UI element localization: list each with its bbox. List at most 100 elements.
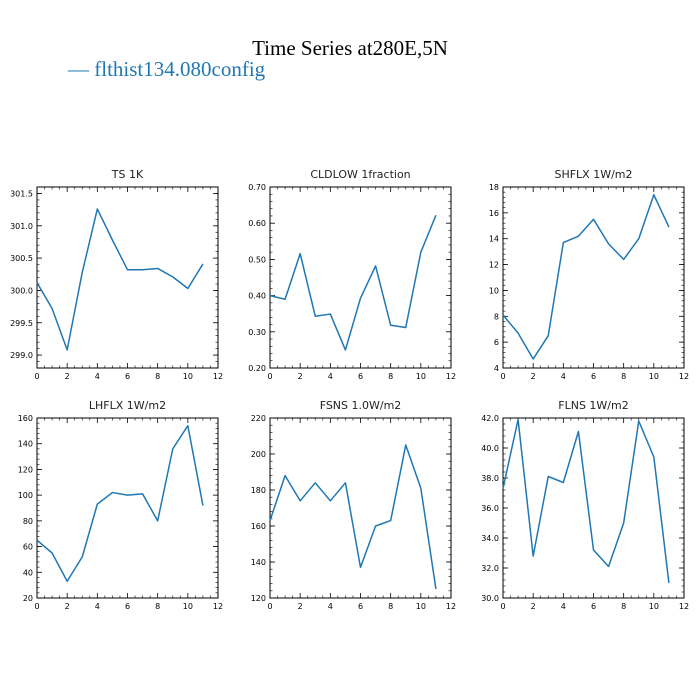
y-tick-label: 4	[494, 364, 499, 373]
panel-title: LHFLX 1W/m2	[89, 399, 166, 412]
y-tick-label: 120	[18, 465, 33, 474]
x-tick-label: 10	[416, 602, 426, 611]
y-tick-label: 34.0	[481, 534, 499, 543]
panel-5: FSNS 1.0W/m2 0 2 4 6 8 10 12 120 140 160 180 200 220	[251, 399, 456, 611]
x-tick-label: 12	[679, 602, 689, 611]
y-tick-label: 8	[494, 312, 499, 321]
y-tick-label: 18	[489, 183, 499, 192]
panel-1: TS 1K 0 2 4 6 8 10 12 299.0 299.5 300.0 300.5 301.0 3…	[10, 168, 223, 381]
y-tick-label: 12	[489, 261, 499, 270]
x-tick-label: 12	[213, 372, 223, 381]
x-tick-label: 8	[621, 602, 626, 611]
y-tick-label: 6	[494, 338, 499, 347]
x-tick-label: 8	[388, 372, 393, 381]
series-line	[36, 424, 204, 583]
series-line	[269, 444, 437, 590]
panel-title: CLDLOW 1fraction	[310, 168, 410, 181]
x-tick-label: 10	[183, 602, 193, 611]
panel-title: SHFLX 1W/m2	[554, 168, 632, 181]
plot-frame	[269, 186, 452, 369]
y-tick-label: 301.5	[10, 189, 33, 198]
x-tick-label: 4	[95, 372, 100, 381]
y-tick-label: 10	[489, 286, 499, 295]
x-tick-label: 2	[531, 602, 536, 611]
y-tick-label: 299.5	[10, 319, 33, 328]
x-tick-label: 0	[267, 602, 272, 611]
y-tick-label: 0.30	[248, 328, 266, 337]
y-tick-label: 0.50	[248, 255, 266, 264]
y-tick-label: 140	[251, 558, 266, 567]
panel-title: FSNS 1.0W/m2	[320, 399, 402, 412]
x-tick-label: 10	[416, 372, 426, 381]
x-tick-label: 0	[500, 602, 505, 611]
y-tick-label: 36.0	[481, 504, 499, 513]
x-tick-label: 4	[328, 372, 333, 381]
y-tick-label: 100	[18, 491, 33, 500]
chart-title: Time Series at280E,5N	[252, 36, 448, 60]
y-tick-label: 180	[251, 486, 266, 495]
y-tick-label: 140	[18, 440, 33, 449]
y-tick-label: 38.0	[481, 474, 499, 483]
y-tick-label: 301.0	[10, 222, 33, 231]
x-tick-label: 12	[446, 602, 456, 611]
series-line	[502, 418, 670, 584]
panel-2: CLDLOW 1fraction 0 2 4 6 8 10 12 0.20 0.30 0.40 0.5…	[248, 168, 456, 381]
x-tick-label: 2	[298, 372, 303, 381]
x-tick-label: 0	[34, 602, 39, 611]
x-tick-label: 4	[561, 372, 566, 381]
x-tick-label: 6	[591, 372, 596, 381]
x-tick-label: 12	[213, 602, 223, 611]
y-tick-label: 80	[23, 517, 33, 526]
x-tick-label: 12	[446, 372, 456, 381]
x-tick-label: 10	[183, 372, 193, 381]
y-tick-label: 220	[251, 414, 266, 423]
y-tick-label: 0.20	[248, 364, 266, 373]
x-tick-label: 6	[125, 372, 130, 381]
y-tick-label: 40.0	[481, 444, 499, 453]
panel-title: FLNS 1W/m2	[558, 399, 628, 412]
y-tick-label: 120	[251, 594, 266, 603]
x-tick-label: 2	[65, 372, 70, 381]
series-line	[269, 214, 437, 351]
y-tick-label: 30.0	[481, 594, 499, 603]
y-tick-label: 20	[23, 594, 33, 603]
x-tick-label: 0	[267, 372, 272, 381]
y-tick-label: 60	[23, 543, 33, 552]
y-tick-label: 300.5	[10, 254, 33, 263]
x-tick-label: 4	[95, 602, 100, 611]
y-tick-label: 14	[489, 235, 499, 244]
x-tick-label: 2	[531, 372, 536, 381]
x-tick-label: 6	[358, 372, 363, 381]
x-tick-label: 2	[65, 602, 70, 611]
y-tick-label: 200	[251, 450, 266, 459]
y-tick-label: 300.0	[10, 286, 33, 295]
plot-frame	[502, 417, 685, 599]
panel-3: SHFLX 1W/m2 0 2 4 6 8 10 12 4 6 8 10 12 14 16 18	[489, 168, 689, 381]
y-tick-label: 0.70	[248, 183, 266, 192]
x-tick-label: 10	[649, 602, 659, 611]
x-tick-label: 8	[155, 602, 160, 611]
x-tick-label: 6	[125, 602, 130, 611]
x-tick-label: 6	[591, 602, 596, 611]
panel-title: TS 1K	[111, 168, 144, 181]
x-tick-label: 8	[388, 602, 393, 611]
y-tick-label: 32.0	[481, 564, 499, 573]
y-tick-label: 16	[489, 209, 499, 218]
y-tick-label: 0.40	[248, 292, 266, 301]
x-tick-label: 4	[561, 602, 566, 611]
legend-entry: — flthist134.080config	[68, 57, 266, 81]
y-tick-label: 40	[23, 568, 33, 577]
panel-6: FLNS 1W/m2 0 2 4 6 8 10 12 30.0 32.0 34.0 36.0 38.0 4…	[481, 399, 689, 611]
y-tick-label: 42.0	[481, 414, 499, 423]
x-tick-label: 8	[155, 372, 160, 381]
x-tick-label: 2	[298, 602, 303, 611]
x-tick-label: 4	[328, 602, 333, 611]
y-tick-label: 0.60	[248, 219, 266, 228]
y-tick-label: 160	[18, 414, 33, 423]
plot-frame	[502, 186, 685, 369]
x-tick-label: 0	[500, 372, 505, 381]
y-tick-label: 299.0	[10, 351, 33, 360]
x-tick-label: 10	[649, 372, 659, 381]
x-tick-label: 12	[679, 372, 689, 381]
